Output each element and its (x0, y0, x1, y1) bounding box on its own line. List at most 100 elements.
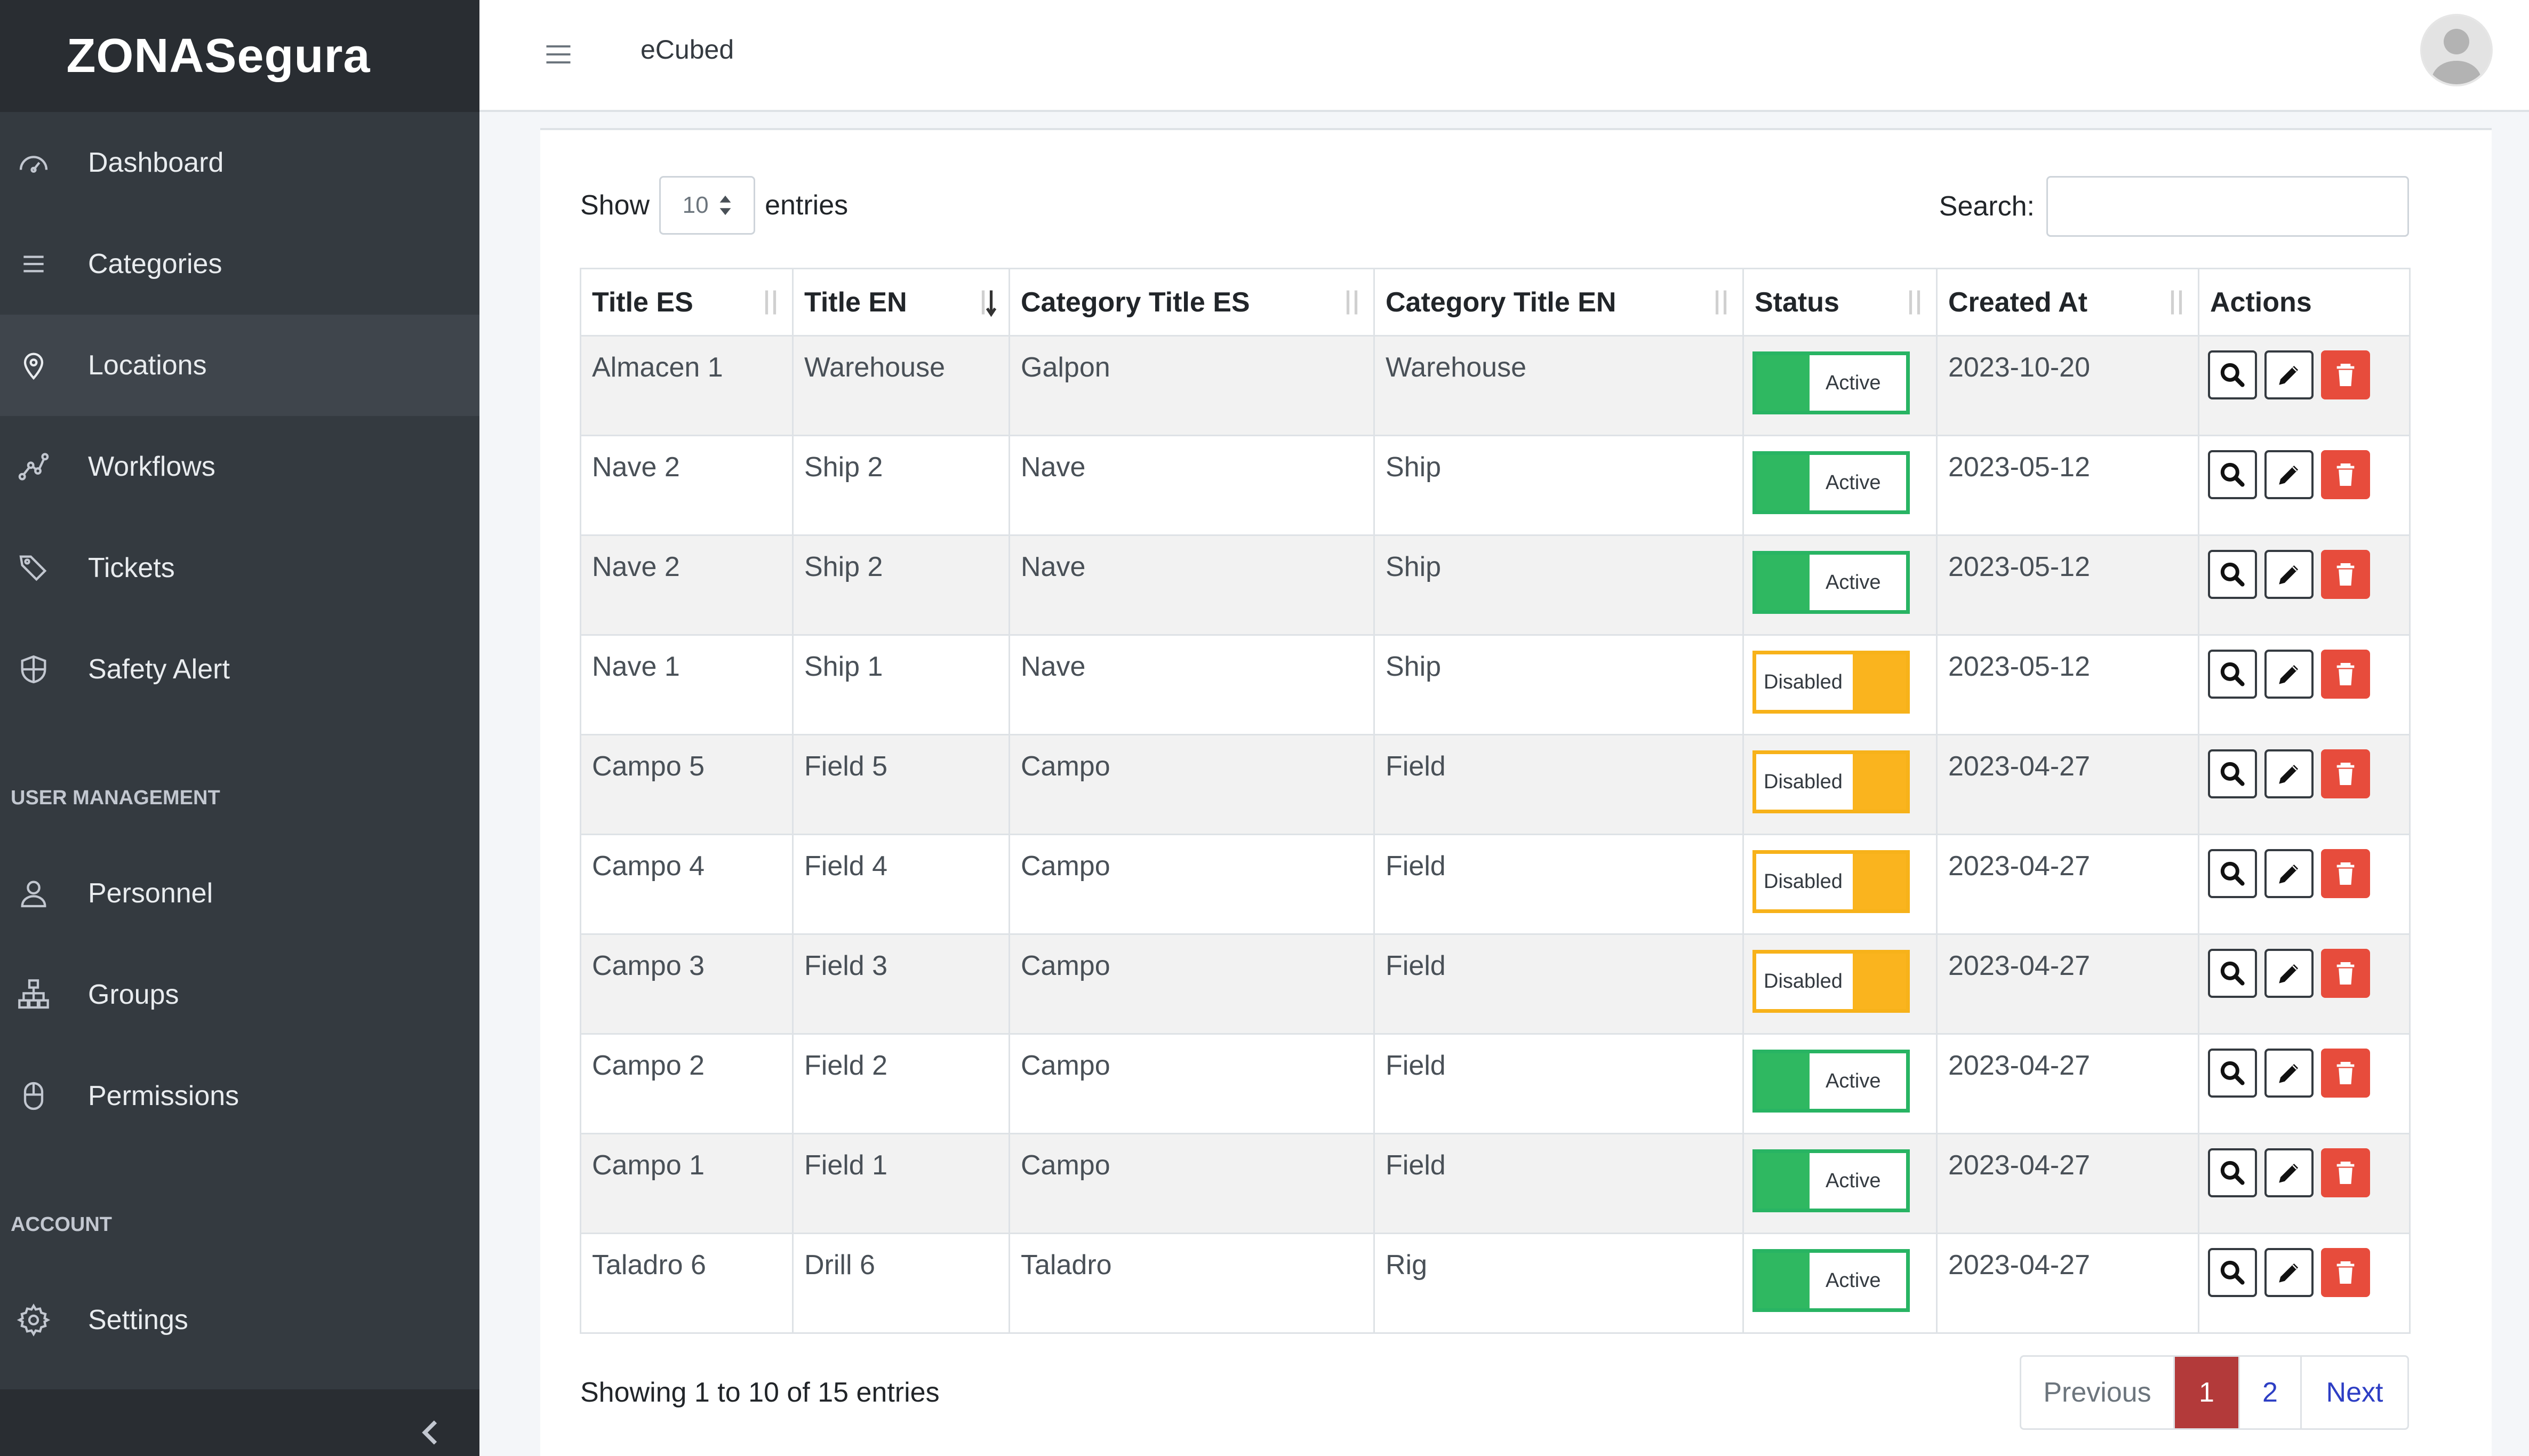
cell-status: Active (1742, 1133, 1938, 1234)
view-button[interactable] (2208, 1148, 2257, 1197)
sidebar-item-safety-alert[interactable]: Safety Alert (0, 619, 479, 720)
view-button[interactable] (2208, 550, 2257, 599)
sidebar-item-tickets[interactable]: Tickets (0, 517, 479, 619)
delete-button[interactable] (2321, 949, 2370, 998)
trash-icon (2336, 1162, 2355, 1184)
view-button[interactable] (2208, 849, 2257, 898)
column-header-category-title-en[interactable]: Category Title EN (1373, 268, 1744, 337)
cell-actions (2198, 933, 2411, 1035)
delete-button[interactable] (2321, 1248, 2370, 1297)
edit-button[interactable] (2264, 949, 2314, 998)
pencil-icon (2279, 1163, 2299, 1183)
status-toggle[interactable]: Disabled (1752, 750, 1910, 813)
sidebar-item-permissions[interactable]: Permissions (0, 1045, 479, 1147)
toggle-handle (1756, 1153, 1810, 1209)
edit-button[interactable] (2264, 749, 2314, 798)
edit-button[interactable] (2264, 849, 2314, 898)
search-icon (2220, 1161, 2245, 1185)
delete-button[interactable] (2321, 749, 2370, 798)
edit-button[interactable] (2264, 1148, 2314, 1197)
toggle-handle (1853, 954, 1906, 1009)
cell-status: Disabled (1742, 834, 1938, 935)
status-toggle[interactable]: Active (1752, 1249, 1910, 1312)
delete-button[interactable] (2321, 1148, 2370, 1197)
status-toggle[interactable]: Active (1752, 1149, 1910, 1212)
column-header-label: Actions (2210, 286, 2312, 318)
user-avatar[interactable] (2420, 14, 2493, 86)
table-info: Showing 1 to 10 of 15 entries (580, 1377, 940, 1408)
status-toggle[interactable]: Disabled (1752, 950, 1910, 1013)
delete-button[interactable] (2321, 450, 2370, 499)
sidebar-item-personnel[interactable]: Personnel (0, 843, 479, 944)
edit-button[interactable] (2264, 350, 2314, 399)
view-button[interactable] (2208, 350, 2257, 399)
hamburger-menu-icon[interactable] (542, 38, 574, 70)
sidebar-item-label: Settings (88, 1305, 188, 1335)
search-icon (2220, 961, 2245, 986)
chevron-left-icon[interactable] (415, 1417, 447, 1449)
brand-logo[interactable]: ZONASegura (0, 0, 479, 112)
cell-title-es: Campo 2 (580, 1033, 794, 1134)
table-row: Taladro 6 Drill 6 Taladro Rig Active 202… (580, 1233, 2411, 1334)
cell-title-en: Field 3 (792, 933, 1010, 1035)
cell-created-at: 2023-04-27 (1936, 734, 2199, 835)
status-toggle[interactable]: Disabled (1752, 850, 1910, 913)
pencil-icon (2279, 465, 2299, 485)
cell-status: Active (1742, 1233, 1938, 1334)
sidebar-item-workflows[interactable]: Workflows (0, 416, 479, 517)
entries-label: entries (765, 190, 849, 221)
edit-button[interactable] (2264, 1049, 2314, 1098)
pagination-page-2[interactable]: 2 (2240, 1357, 2302, 1428)
sort-icon (1715, 290, 1727, 314)
cell-title-es: Campo 3 (580, 933, 794, 1035)
column-header-label: Created At (1948, 286, 2088, 318)
sidebar-item-dashboard[interactable]: Dashboard (0, 112, 479, 213)
edit-button[interactable] (2264, 550, 2314, 599)
delete-button[interactable] (2321, 550, 2370, 599)
status-toggle[interactable]: Active (1752, 1050, 1910, 1113)
view-button[interactable] (2208, 949, 2257, 998)
sidebar-item-groups[interactable]: Groups (0, 944, 479, 1045)
page-size-select[interactable]: 10 (659, 176, 756, 235)
column-header-status[interactable]: Status (1742, 268, 1938, 337)
delete-button[interactable] (2321, 849, 2370, 898)
nav-header-user-management: USER MANAGEMENT (11, 787, 220, 809)
pagination-next[interactable]: Next (2326, 1377, 2383, 1408)
cell-category-title-en: Warehouse (1373, 335, 1744, 436)
pagination-previous[interactable]: Previous (2021, 1357, 2175, 1428)
pagination-page-1[interactable]: 1 (2175, 1357, 2240, 1428)
status-toggle[interactable]: Disabled (1752, 651, 1910, 714)
status-toggle[interactable]: Active (1752, 551, 1910, 614)
cell-title-en: Field 2 (792, 1033, 1010, 1134)
view-button[interactable] (2208, 450, 2257, 499)
sidebar-item-locations[interactable]: Locations (0, 315, 479, 416)
status-toggle[interactable]: Active (1752, 351, 1910, 414)
cell-created-at: 2023-05-12 (1936, 435, 2199, 536)
search-input[interactable] (2046, 176, 2409, 237)
column-header-label: Category Title EN (1386, 286, 1616, 318)
delete-button[interactable] (2321, 350, 2370, 399)
delete-button[interactable] (2321, 650, 2370, 699)
cell-status: Disabled (1742, 634, 1938, 735)
sidebar-item-settings[interactable]: Settings (0, 1269, 479, 1371)
view-button[interactable] (2208, 1049, 2257, 1098)
sidebar-item-label: Locations (88, 350, 207, 381)
view-button[interactable] (2208, 749, 2257, 798)
sidebar-item-categories[interactable]: Categories (0, 213, 479, 315)
delete-button[interactable] (2321, 1049, 2370, 1098)
edit-button[interactable] (2264, 450, 2314, 499)
column-header-category-title-es[interactable]: Category Title ES (1009, 268, 1375, 337)
user-avatar-icon (2422, 16, 2491, 84)
sidebar-item-label: Workflows (88, 451, 215, 482)
view-button[interactable] (2208, 650, 2257, 699)
column-header-title-es[interactable]: Title ES (580, 268, 794, 337)
sidebar-item-label: Personnel (88, 878, 213, 909)
toggle-handle (1853, 654, 1906, 710)
column-header-created-at[interactable]: Created At (1936, 268, 2199, 337)
view-button[interactable] (2208, 1248, 2257, 1297)
edit-button[interactable] (2264, 650, 2314, 699)
topbar-title[interactable]: eCubed (641, 35, 734, 65)
edit-button[interactable] (2264, 1248, 2314, 1297)
status-toggle[interactable]: Active (1752, 451, 1910, 514)
column-header-title-en[interactable]: Title EN (792, 268, 1010, 337)
